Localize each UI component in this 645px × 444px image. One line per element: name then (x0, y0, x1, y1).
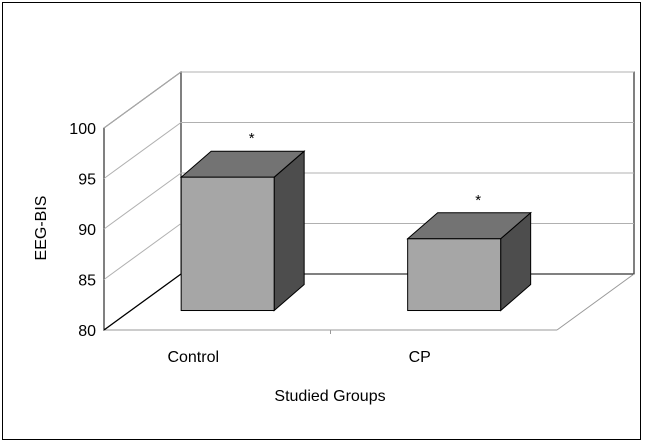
gridline-side (103, 172, 182, 230)
y-tick-label: 80 (78, 323, 96, 340)
y-tick-label: 100 (69, 121, 96, 138)
x-tick-label: CP (409, 349, 431, 366)
gridline-side (103, 71, 182, 129)
bar-annotation: * (475, 192, 481, 209)
gridline-side (103, 122, 182, 179)
y-axis-label: EEG-BIS (33, 196, 50, 261)
chart-frame (2, 2, 641, 440)
bar-side (273, 150, 305, 312)
x-axis-label: Studied Groups (274, 388, 385, 405)
bar-annotation: * (249, 130, 255, 147)
x-tick-label: Control (167, 349, 219, 366)
bar-cp: * (406, 192, 533, 312)
x-tick-labels: Control CP (167, 349, 430, 366)
y-tick-label: 90 (78, 222, 96, 239)
y-tick-label: 85 (78, 273, 96, 290)
gridline-side (103, 223, 182, 280)
floor-left-edge (103, 273, 182, 331)
chart-bars: ** (179, 130, 533, 312)
bar-control: * (179, 130, 306, 312)
bar-front (407, 238, 502, 312)
y-tick-label: 95 (78, 172, 96, 189)
y-tick-labels: 80 85 90 95 100 (69, 121, 96, 340)
bar-front (180, 176, 275, 312)
floor-right-edge (556, 273, 635, 331)
